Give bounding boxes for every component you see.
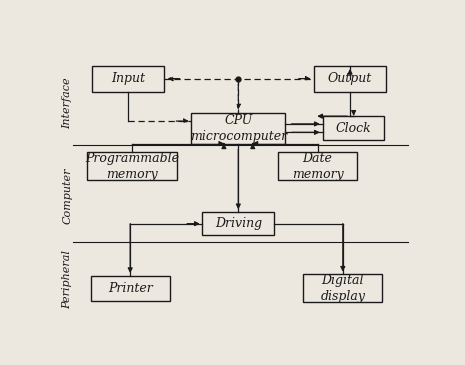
Text: Peripheral: Peripheral	[62, 250, 72, 309]
Bar	[278, 152, 357, 180]
Text: Interface: Interface	[62, 77, 72, 128]
Text: Computer: Computer	[62, 167, 72, 224]
Bar	[323, 116, 384, 140]
Bar	[192, 113, 285, 143]
Text: Date
memory: Date memory	[292, 151, 344, 181]
Bar	[87, 152, 177, 180]
Bar	[303, 274, 382, 302]
Text: Programmable
memory: Programmable memory	[85, 151, 179, 181]
Text: Digital
display: Digital display	[320, 274, 365, 303]
Text: Printer: Printer	[108, 282, 153, 295]
Text: CPU
microcomputer: CPU microcomputer	[190, 114, 287, 143]
Text: Driving: Driving	[215, 217, 262, 230]
Bar	[314, 66, 386, 92]
Text: Clock: Clock	[336, 122, 372, 135]
Bar	[93, 66, 165, 92]
Text: Input: Input	[112, 72, 146, 85]
Bar	[91, 276, 170, 301]
Text: Output: Output	[328, 72, 372, 85]
Bar	[202, 212, 274, 235]
